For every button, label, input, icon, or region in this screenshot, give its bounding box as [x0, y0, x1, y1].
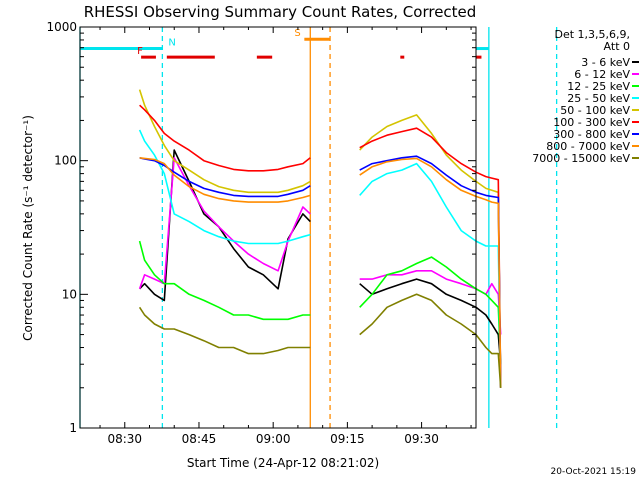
series-50-100-kev [138, 89, 502, 388]
legend-label-3-6-kev: 3 - 6 keV [581, 56, 630, 69]
series-7000-15000-kev [138, 293, 502, 388]
series-300-800-kev [139, 155, 502, 388]
series-lines [138, 89, 502, 388]
y-axis-ticks: 1 10 100 1000 [46, 20, 476, 435]
legend-label-50-100-kev: 50 - 100 keV [560, 104, 630, 117]
x-axis-label: Start Time (24-Apr-12 08:21:02) [187, 456, 379, 470]
y-axis-label: Corrected Count Rate (s⁻¹ detector⁻¹) [21, 115, 35, 341]
x-tick-label-09-15: 09:15 [330, 432, 365, 446]
y-tick-label-1: 1 [69, 421, 77, 435]
flag-bars: N F S [80, 28, 489, 59]
series-100-300-kev [139, 104, 502, 388]
flag-label-n: N [168, 38, 175, 49]
x-tick-label-09-30: 09:30 [404, 432, 439, 446]
y-tick-label-10: 10 [62, 287, 77, 301]
x-axis-ticks: 08:30 08:45 09:00 09:15 09:30 [99, 27, 472, 446]
legend-label-12-25-kev: 12 - 25 keV [567, 80, 630, 93]
y-tick-label-100: 100 [54, 154, 77, 168]
x-tick-label-08-30: 08:30 [107, 432, 142, 446]
flag-label-f: F [137, 46, 143, 57]
x-tick-label-08-45: 08:45 [182, 432, 217, 446]
series-12-25-kev [138, 240, 502, 365]
legend-label-25-50-kev: 25 - 50 keV [567, 92, 630, 105]
legend-label-300-800-kev: 300 - 800 keV [553, 128, 630, 141]
chart-title: RHESSI Observing Summary Count Rates, Co… [84, 3, 477, 21]
plot-frame [79, 26, 477, 429]
legend-header-1: Att 0 [604, 40, 630, 53]
x-tick-label-09-00: 09:00 [256, 432, 291, 446]
legend-header-0: Det 1,3,5,6,9, [554, 28, 630, 41]
series-800-7000-kev [139, 157, 502, 388]
timestamp: 20-Oct-2021 15:19 [551, 467, 637, 477]
flag-label-s: S [294, 28, 300, 39]
legend-label-800-7000-kev: 800 - 7000 keV [546, 140, 630, 153]
legend-label-7000-15000-kev: 7000 - 15000 keV [532, 152, 630, 165]
y-tick-label-1000: 1000 [46, 20, 77, 34]
legend-label-100-300-kev: 100 - 300 keV [553, 116, 630, 129]
legend-label-6-12-kev: 6 - 12 keV [574, 68, 630, 81]
